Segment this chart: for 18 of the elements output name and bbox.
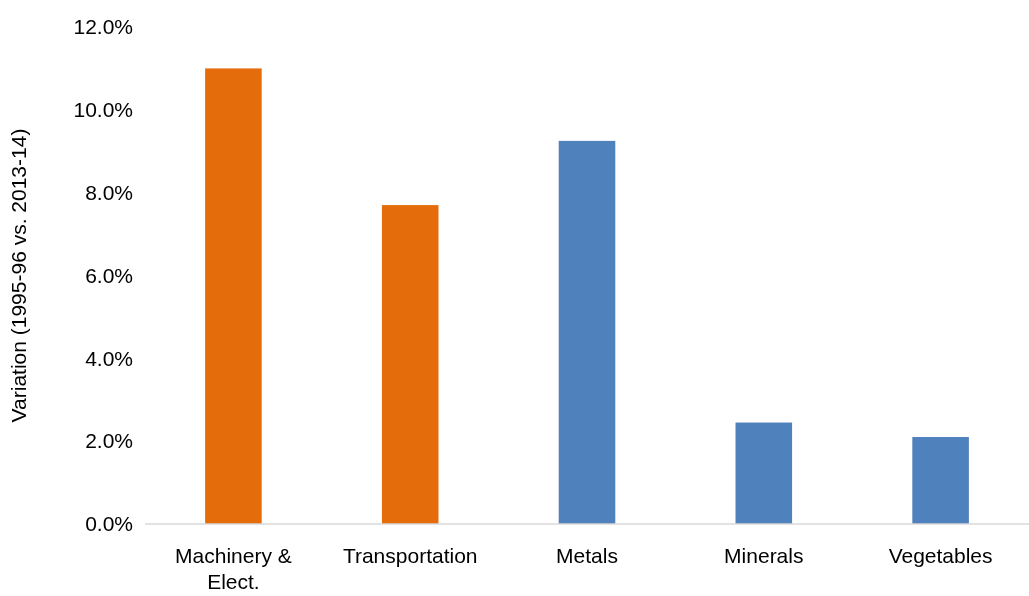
bar bbox=[912, 437, 969, 524]
y-tick-label: 8.0% bbox=[85, 180, 133, 204]
y-tick-label: 2.0% bbox=[85, 429, 133, 453]
x-tick-label: Minerals bbox=[724, 544, 804, 567]
y-tick-label: 0.0% bbox=[85, 512, 133, 536]
y-tick-label: 4.0% bbox=[85, 346, 133, 370]
x-tick-label: Transportation bbox=[342, 544, 478, 567]
bar bbox=[381, 205, 439, 524]
y-tick-label: 10.0% bbox=[73, 98, 133, 122]
y-tick-label: 12.0% bbox=[73, 15, 133, 39]
x-tick-label: Vegetables bbox=[888, 544, 993, 567]
y-tick-label: 6.0% bbox=[85, 263, 133, 287]
x-tick-label: Machinery & Elect. bbox=[175, 544, 292, 593]
bar bbox=[558, 140, 616, 524]
y-axis-title: Variation (1995-96 vs. 2013-14) bbox=[7, 128, 30, 423]
x-tick-label: Metals bbox=[556, 544, 618, 567]
bar bbox=[205, 68, 262, 524]
bar bbox=[735, 422, 793, 524]
